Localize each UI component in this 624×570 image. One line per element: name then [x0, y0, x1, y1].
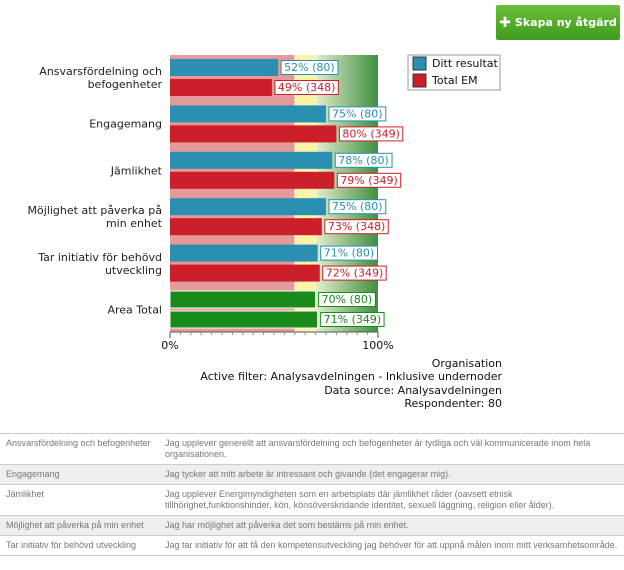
legend-swatch: [412, 73, 427, 88]
table-cell: Möjlighet att påverka på min enhet: [0, 515, 159, 536]
category-label: Area Total: [107, 303, 162, 317]
bar: [170, 59, 279, 76]
zone: [294, 55, 316, 332]
value-label-box: [322, 265, 387, 281]
value-label-box: [274, 80, 339, 95]
category-label: Tar initiativ för behövd utveckling: [38, 250, 162, 277]
value-label-box: [334, 152, 393, 168]
value-label-box: [338, 126, 404, 142]
table-row: Ansvarsfördelning och befogenheter Jag up…: [0, 433, 624, 465]
table-cell: Jag upplever Energimyndigheten som en ar…: [159, 484, 624, 516]
value-label: 71% (349): [324, 313, 382, 326]
table-cell: Ansvarsfördelning och befogenheter: [0, 433, 159, 465]
chart: 0% 100% 52% (80) 49% (348) 75% (80) 80% (349)…: [161, 54, 501, 352]
button-label: Skapa ny åtgärd: [514, 16, 617, 29]
bar: [170, 264, 320, 282]
value-label-box: [328, 199, 387, 215]
table-cell: Jag tar initiativ för att få den kompete…: [159, 535, 624, 556]
value-label: 52% (80): [284, 61, 335, 74]
value-label-box: [320, 245, 378, 261]
bar: [170, 244, 318, 262]
category-label: Jämlikhet: [110, 164, 162, 178]
legend-label: Total EM: [431, 74, 478, 87]
value-label-box: [318, 292, 376, 307]
note: Organisation: [431, 357, 502, 370]
legend-label: Ditt resultat: [432, 57, 499, 70]
value-label: 79% (349): [340, 174, 398, 187]
zone: [315, 55, 378, 332]
create-button[interactable]: ✚ Skapa ny åtgärd: [496, 5, 620, 40]
bar: [170, 125, 337, 143]
table-row: Engagemang Jag tycker att mitt arbete är …: [0, 464, 624, 485]
x-tick-label: 100%: [362, 339, 393, 352]
definitions-table: Ansvarsfördelning och befogenheter Jag up…: [0, 433, 624, 556]
plus-icon: ✚: [499, 14, 511, 31]
bar: [170, 198, 326, 216]
bar: [170, 218, 322, 236]
value-label: 72% (349): [326, 267, 384, 280]
bar: [170, 171, 335, 189]
table-cell: Tar initiativ för behövd utveckling: [0, 535, 159, 556]
value-label: 49% (348): [278, 81, 336, 94]
note: Active filter: Analysavdelningen - Inklu…: [200, 370, 502, 384]
note: Data source: Analysavdelningen: [324, 383, 502, 397]
category-label: Engagemang: [89, 117, 162, 131]
bar: [169, 290, 317, 309]
legend-swatch: [412, 56, 427, 71]
zone: [170, 55, 295, 332]
value-label: 78% (80): [338, 154, 389, 167]
table-row: Jämlikhet Jag upplever Energimyndigheten …: [0, 484, 624, 516]
value-label-box: [320, 312, 385, 327]
bar: [169, 310, 319, 329]
bar: [170, 105, 326, 123]
bar: [170, 151, 333, 169]
value-label-box: [324, 219, 389, 235]
table-cell: Jag tycker att mitt arbete är intressant…: [159, 464, 624, 485]
bar: [170, 79, 272, 96]
value-label: 71% (80): [324, 247, 375, 260]
table-row: Tar initiativ för behövd utveckling Jag t…: [0, 535, 624, 556]
value-label-box: [336, 172, 402, 188]
table-cell: Engagemang: [0, 464, 159, 485]
category-label: Möjlighet att påverka på min enhet: [27, 204, 162, 231]
value-label-box: [280, 60, 339, 75]
value-label: 73% (348): [328, 220, 386, 233]
table-cell: Jag upplever generellt att ansvarsfördel…: [159, 433, 624, 465]
value-label-box: [328, 106, 387, 122]
x-tick-label: 0%: [161, 339, 178, 352]
value-label: 75% (80): [332, 200, 383, 213]
table-cell: Jag har möjlighet att påverka det som be…: [159, 515, 624, 536]
value-label: 70% (80): [322, 293, 373, 306]
note: Respondenter: 80: [404, 396, 502, 410]
table-row: Möjlighet att påverka på min enhet Jag ha…: [0, 515, 624, 536]
value-label: 75% (80): [332, 107, 383, 120]
value-label: 80% (349): [342, 127, 400, 140]
table-cell: Jämlikhet: [0, 484, 159, 516]
category-label: Ansvarsfördelning och befogenheter: [39, 65, 162, 91]
